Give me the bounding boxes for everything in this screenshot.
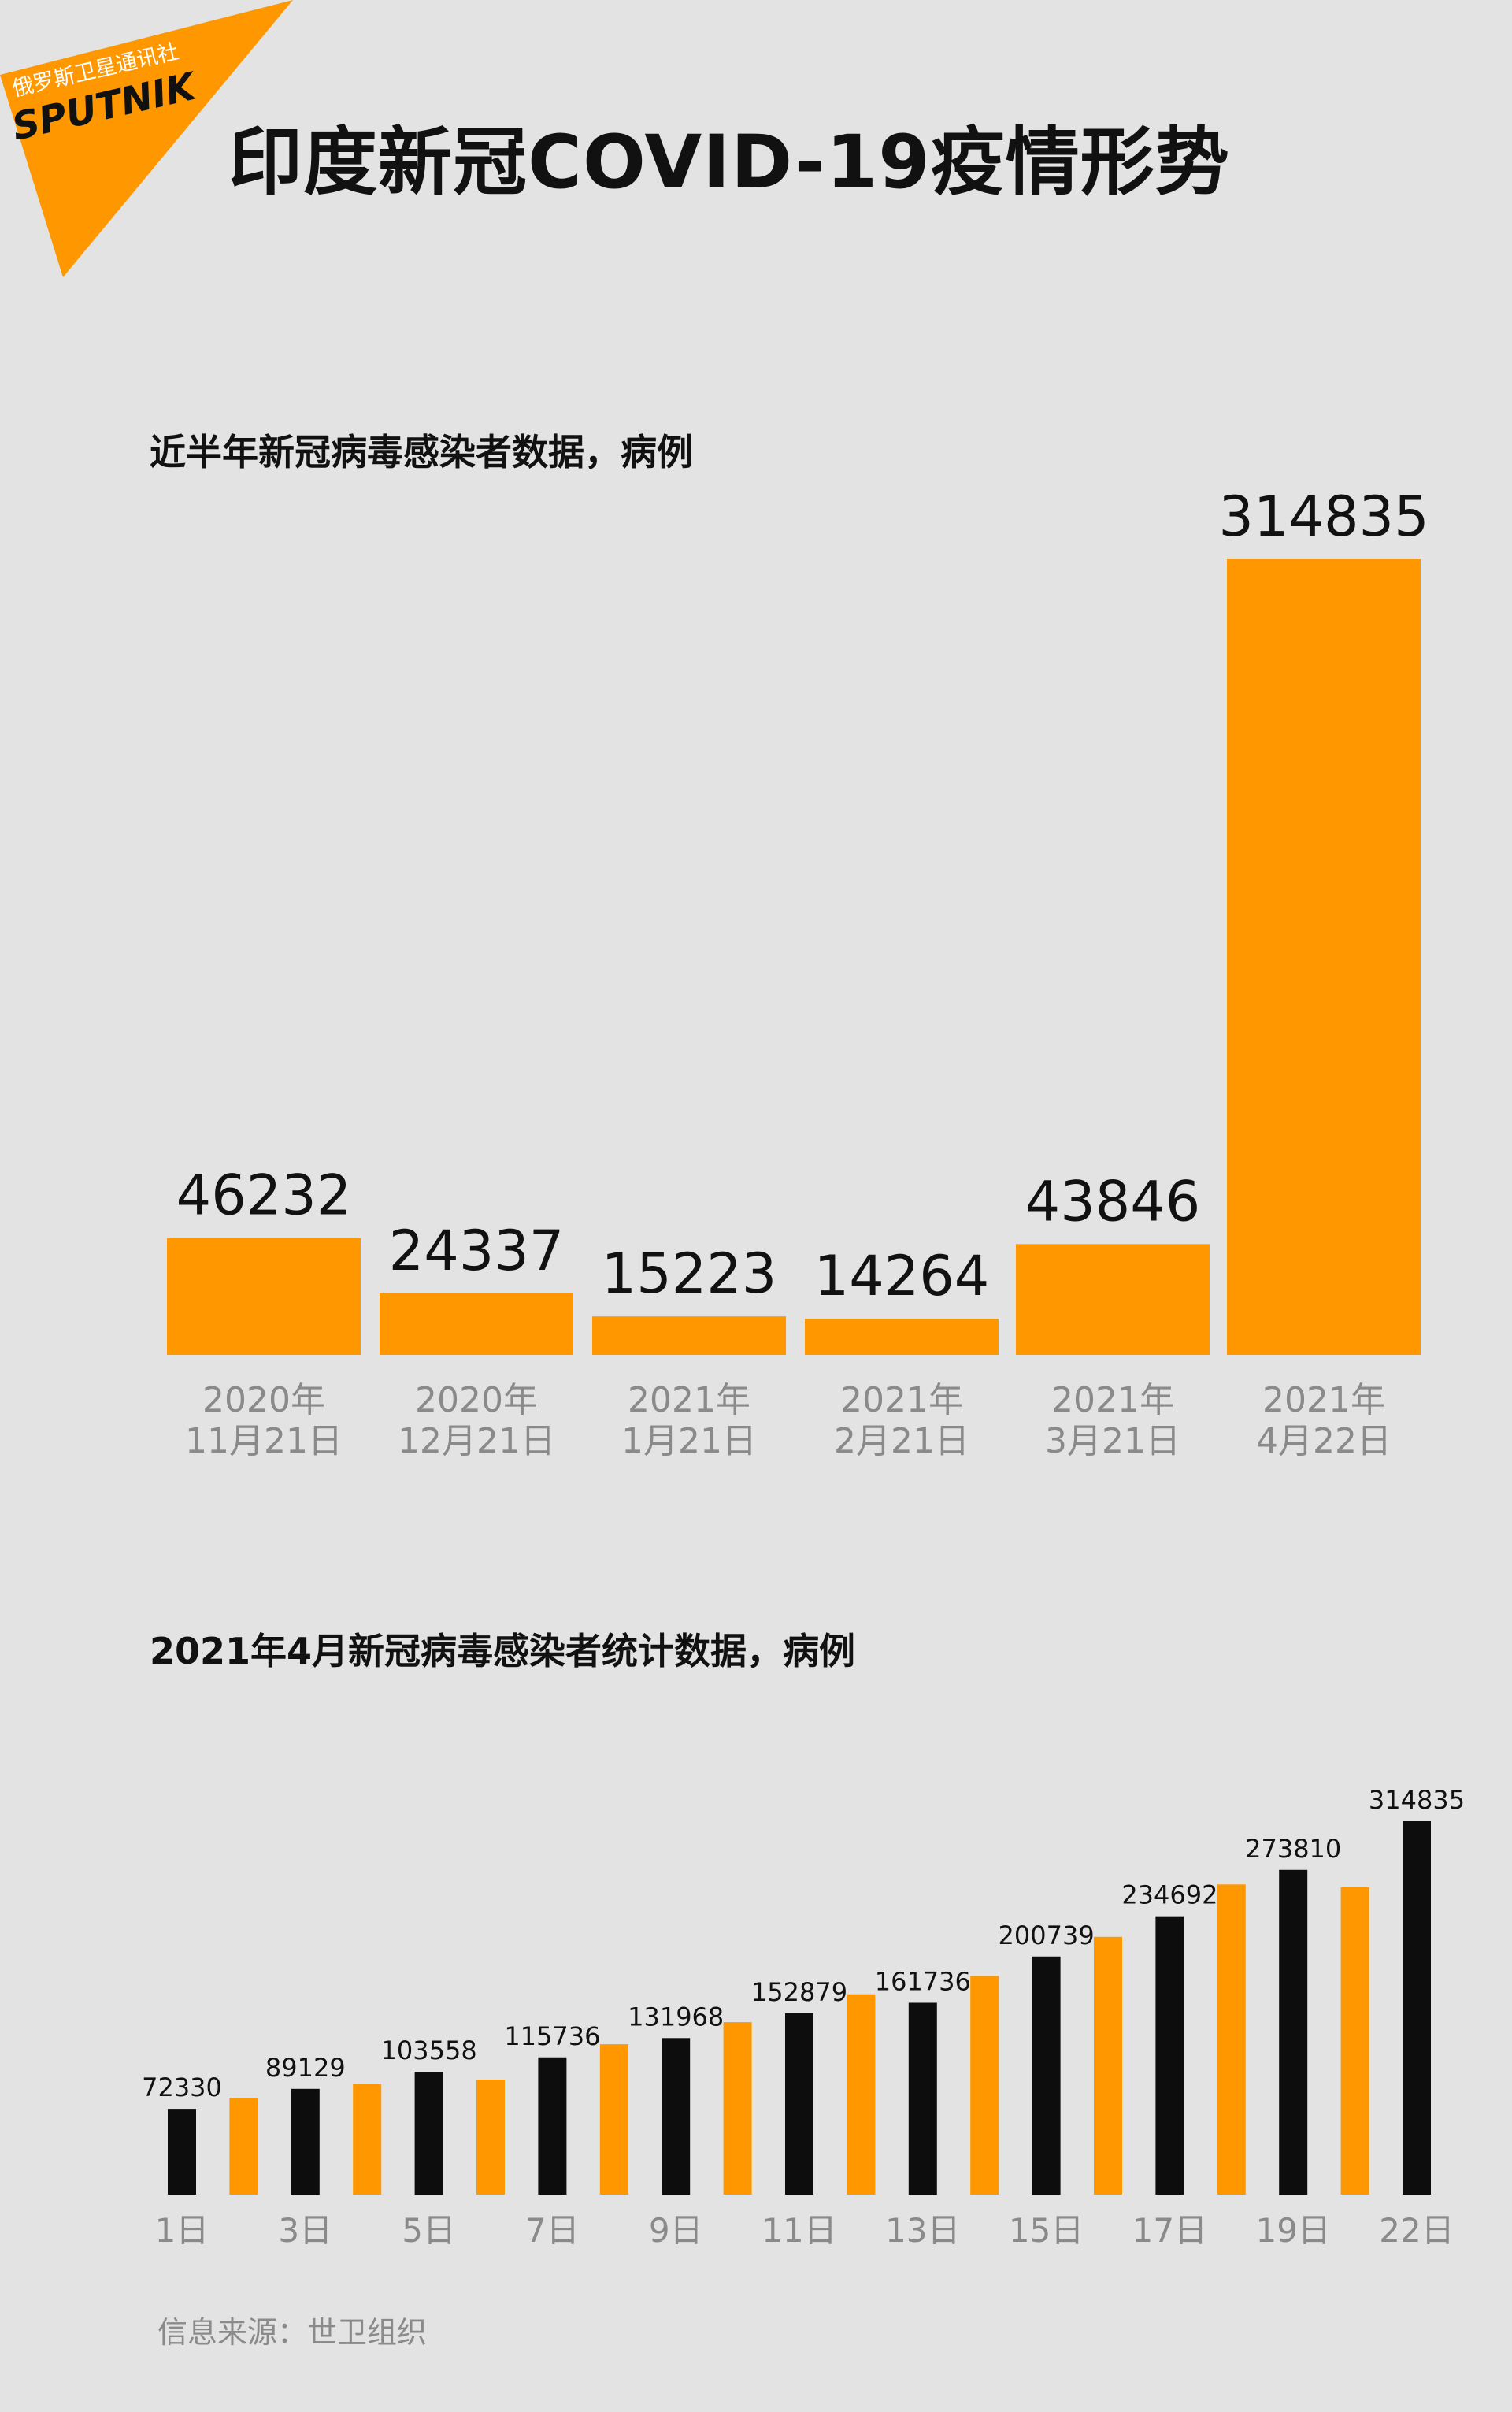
bar-value-label: 131968 — [628, 2002, 724, 2032]
x-tick-label: 2021年 — [1051, 1380, 1174, 1420]
bar-value-label: 234692 — [1121, 1880, 1217, 1910]
x-tick-label: 19日 — [1255, 2211, 1330, 2250]
bar-value-label: 89129 — [265, 2053, 346, 2083]
bar-value-label: 72330 — [142, 2072, 222, 2102]
x-tick-label: 1日 — [155, 2211, 209, 2250]
bar-value-label: 24337 — [389, 1219, 565, 1283]
bar-day-20 — [1340, 1887, 1369, 2195]
bar-day-6 — [476, 2079, 505, 2195]
x-tick-label: 13日 — [885, 2211, 960, 2250]
bar-day-4 — [353, 2084, 382, 2195]
bar-value-label: 43846 — [1025, 1169, 1201, 1234]
bar-day-15 — [1032, 1956, 1061, 2195]
bar-month-3 — [592, 1316, 786, 1355]
page-title: 印度新冠COVID-19疫情形势 — [228, 120, 1230, 206]
x-tick-label: 2月21日 — [834, 1421, 969, 1461]
bar-day-13 — [908, 2002, 937, 2195]
bar-value-label: 273810 — [1245, 1834, 1341, 1864]
bar-day-11 — [785, 2013, 813, 2195]
bar-day-7 — [538, 2057, 567, 2195]
bar-month-1 — [167, 1238, 361, 1355]
x-tick-label: 11月21日 — [185, 1421, 343, 1461]
x-tick-label: 2021年 — [1262, 1380, 1385, 1420]
bar-day-22 — [1403, 1821, 1431, 2195]
bar-day-16 — [1094, 1936, 1122, 2195]
x-tick-label: 2020年 — [415, 1380, 538, 1420]
bar-value-label: 14264 — [814, 1244, 990, 1308]
logo-triangle — [0, 0, 293, 277]
x-tick-label: 7日 — [525, 2211, 580, 2250]
bar-day-10 — [723, 2022, 752, 2195]
x-tick-label: 22日 — [1379, 2211, 1454, 2250]
bar-value-label: 161736 — [875, 1966, 971, 1996]
bar-value-label: 152879 — [751, 1977, 847, 2007]
sputnik-logo: 俄罗斯卫星通讯社 SPUTNIK — [0, 0, 293, 277]
x-tick-label: 5日 — [402, 2211, 456, 2250]
bar-day-3 — [291, 2088, 320, 2195]
x-tick-label: 1月21日 — [621, 1421, 757, 1461]
bar-day-8 — [599, 2044, 628, 2195]
bar-month-5 — [1016, 1244, 1210, 1355]
monthly-cases-chart: 462322020年11月21日243372020年12月21日15223202… — [167, 484, 1429, 1461]
x-tick-label: 15日 — [1009, 2211, 1084, 2250]
bar-month-6 — [1227, 559, 1421, 1355]
bar-day-12 — [847, 1994, 876, 2195]
x-tick-label: 2021年 — [628, 1380, 750, 1420]
bar-month-2 — [380, 1293, 573, 1355]
x-tick-label: 9日 — [649, 2211, 703, 2250]
bar-value-label: 15223 — [602, 1241, 777, 1306]
bar-value-label: 200739 — [999, 1920, 1095, 1950]
bar-day-9 — [662, 2038, 691, 2195]
x-tick-label: 2021年 — [840, 1380, 963, 1420]
chart2-title: 2021年4月新冠病毒感染者统计数据，病例 — [150, 1630, 856, 1672]
x-tick-label: 11日 — [762, 2211, 836, 2250]
bar-day-14 — [970, 1976, 999, 2195]
bar-value-label: 314835 — [1369, 1785, 1465, 1815]
bar-day-17 — [1155, 1916, 1184, 2195]
chart1-title: 近半年新冠病毒感染者数据，病例 — [150, 431, 693, 473]
bar-day-1 — [168, 2109, 196, 2195]
bar-day-5 — [414, 2072, 443, 2195]
source-note: 信息来源：世卫组织 — [158, 2315, 428, 2350]
bar-value-label: 115736 — [504, 2021, 600, 2051]
x-tick-label: 17日 — [1132, 2211, 1207, 2250]
bar-value-label: 314835 — [1218, 484, 1429, 549]
bar-value-label: 103558 — [381, 2035, 477, 2065]
bar-day-2 — [229, 2098, 258, 2195]
bar-month-4 — [805, 1319, 999, 1355]
x-tick-label: 2020年 — [202, 1380, 325, 1420]
x-tick-label: 4月22日 — [1256, 1421, 1392, 1461]
bar-day-19 — [1279, 1869, 1308, 2195]
bar-day-18 — [1217, 1884, 1246, 2195]
bar-value-label: 46232 — [176, 1163, 352, 1228]
x-tick-label: 12月21日 — [398, 1421, 555, 1461]
april-daily-cases-chart: 72330 1日 89129 3日 103558 5日 115736 7日 131968 9日 15… — [142, 1785, 1465, 2250]
x-tick-label: 3日 — [278, 2211, 332, 2250]
x-tick-label: 3月21日 — [1045, 1421, 1180, 1461]
